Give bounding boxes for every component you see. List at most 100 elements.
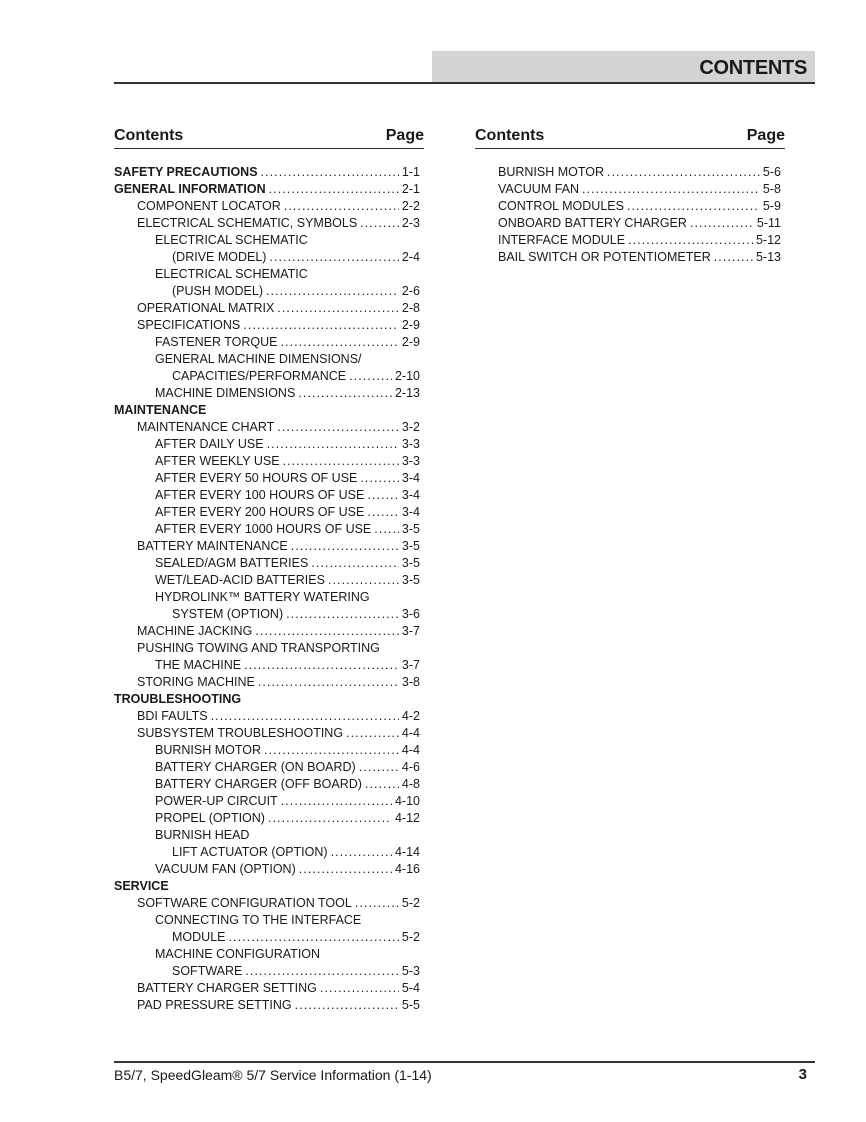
toc-entry-title: POWER-UP CIRCUIT: [155, 794, 278, 808]
toc-entry[interactable]: ELECTRICAL SCHEMATIC: [114, 232, 424, 249]
toc-entry[interactable]: AFTER EVERY 1000 HOURS OF USE 3-5: [114, 521, 424, 538]
toc-entry-title: MACHINE CONFIGURATION: [155, 947, 321, 961]
toc-entry[interactable]: INTERFACE MODULE 5-12: [475, 232, 785, 249]
toc-entry[interactable]: AFTER EVERY 200 HOURS OF USE 3-4: [114, 504, 424, 521]
toc-entries: SAFETY PRECAUTIONS 1-1 GENERAL INFORMATION…: [114, 164, 424, 1014]
toc-entry[interactable]: LIFT ACTUATOR (OPTION) 4-14: [114, 844, 424, 861]
toc-entry[interactable]: GENERAL MACHINE DIMENSIONS/: [114, 351, 424, 368]
toc-entry-title: AFTER EVERY 50 HOURS OF USE: [155, 471, 358, 485]
toc-entry[interactable]: MODULE 5-2: [114, 929, 424, 946]
toc-entry[interactable]: BATTERY CHARGER (ON BOARD) 4-6: [114, 759, 424, 776]
toc-entry[interactable]: BURNISH HEAD: [114, 827, 424, 844]
toc-entry-page: 3-8: [401, 675, 420, 689]
toc-entry[interactable]: WET/LEAD-ACID BATTERIES 3-5: [114, 572, 424, 589]
toc-entry[interactable]: ELECTRICAL SCHEMATIC, SYMBOLS 2-3: [114, 215, 424, 232]
toc-entry[interactable]: BATTERY CHARGER (OFF BOARD) 4-8: [114, 776, 424, 793]
toc-entry[interactable]: CONNECTING TO THE INTERFACE: [114, 912, 424, 929]
dot-leader: [283, 453, 399, 470]
toc-entry[interactable]: ELECTRICAL SCHEMATIC: [114, 266, 424, 283]
toc-entry-page: 4-12: [394, 811, 420, 825]
toc-entry-page: 4-16: [394, 862, 420, 876]
toc-entry[interactable]: AFTER EVERY 100 HOURS OF USE 3-4: [114, 487, 424, 504]
toc-entry[interactable]: BATTERY MAINTENANCE 3-5: [114, 538, 424, 555]
dot-leader: [255, 623, 399, 640]
toc-entry[interactable]: BURNISH MOTOR 5-6: [475, 164, 785, 181]
dot-leader: [228, 929, 398, 946]
toc-entry[interactable]: AFTER DAILY USE 3-3: [114, 436, 424, 453]
toc-entry[interactable]: (DRIVE MODEL) 2-4: [114, 249, 424, 266]
toc-entry[interactable]: SYSTEM (OPTION) 3-6: [114, 606, 424, 623]
toc-entry[interactable]: SAFETY PRECAUTIONS 1-1: [114, 164, 424, 181]
toc-entry-page: 2-4: [401, 250, 420, 264]
toc-entry[interactable]: AFTER WEEKLY USE 3-3: [114, 453, 424, 470]
toc-entry-title: SUBSYSTEM TROUBLESHOOTING: [137, 726, 344, 740]
toc-entry[interactable]: AFTER EVERY 50 HOURS OF USE 3-4: [114, 470, 424, 487]
toc-entry[interactable]: ONBOARD BATTERY CHARGER 5-11: [475, 215, 785, 232]
toc-entry[interactable]: GENERAL INFORMATION 2-1: [114, 181, 424, 198]
toc-entry-title: WET/LEAD-ACID BATTERIES: [155, 573, 325, 587]
toc-entry[interactable]: MACHINE DIMENSIONS 2-13: [114, 385, 424, 402]
toc-entry[interactable]: SPECIFICATIONS 2-9: [114, 317, 424, 334]
toc-entry-title: COMPONENT LOCATOR: [137, 199, 281, 213]
dot-leader: [346, 725, 399, 742]
toc-entry[interactable]: BURNISH MOTOR 4-4: [114, 742, 424, 759]
toc-entry-page: 3-4: [401, 471, 420, 485]
toc-entry[interactable]: OPERATIONAL MATRIX 2-8: [114, 300, 424, 317]
dot-leader: [582, 181, 760, 198]
toc-entry-page: 2-1: [401, 182, 420, 196]
dot-leader: [328, 572, 399, 589]
toc-entry[interactable]: SOFTWARE CONFIGURATION TOOL 5-2: [114, 895, 424, 912]
toc-entry[interactable]: MACHINE JACKING 3-7: [114, 623, 424, 640]
dot-leader: [331, 844, 392, 861]
toc-entry[interactable]: BAIL SWITCH OR POTENTIOMETER 5-13: [475, 249, 785, 266]
dot-leader: [374, 521, 399, 538]
toc-entry-page: 5-2: [401, 896, 420, 910]
toc-entry-title: AFTER EVERY 100 HOURS OF USE: [155, 488, 365, 502]
toc-entry-title: MODULE: [172, 930, 226, 944]
toc-entry-title: BAIL SWITCH OR POTENTIOMETER: [498, 250, 711, 264]
toc-entry-title: AFTER EVERY 200 HOURS OF USE: [155, 505, 365, 519]
toc-entry[interactable]: (PUSH MODEL) 2-6: [114, 283, 424, 300]
toc-entry-title: AFTER WEEKLY USE: [155, 454, 280, 468]
toc-entry[interactable]: HYDROLINK™ BATTERY WATERING: [114, 589, 424, 606]
toc-entry[interactable]: SOFTWARE 5-3: [114, 963, 424, 980]
toc-entry-page: 5-12: [755, 233, 781, 247]
toc-entry-title: VACUUM FAN: [498, 182, 580, 196]
dot-leader: [295, 997, 399, 1014]
toc-entry[interactable]: STORING MACHINE 3-8: [114, 674, 424, 691]
toc-entry-page: 3-5: [401, 573, 420, 587]
toc-entry[interactable]: PROPEL (OPTION) 4-12: [114, 810, 424, 827]
toc-entry[interactable]: FASTENER TORQUE 2-9: [114, 334, 424, 351]
toc-entry-title: THE MACHINE: [155, 658, 242, 672]
toc-entry[interactable]: BATTERY CHARGER SETTING 5-4: [114, 980, 424, 997]
toc-entry-page: 1-1: [401, 165, 420, 179]
toc-entry[interactable]: SEALED/AGM BATTERIES 3-5: [114, 555, 424, 572]
toc-entry[interactable]: PUSHING TOWING AND TRANSPORTING: [114, 640, 424, 657]
toc-entry[interactable]: CAPACITIES/PERFORMANCE 2-10: [114, 368, 424, 385]
toc-entry[interactable]: MACHINE CONFIGURATION: [114, 946, 424, 963]
dot-leader: [299, 861, 392, 878]
toc-entry[interactable]: BDI FAULTS 4-2: [114, 708, 424, 725]
toc-entry[interactable]: TROUBLESHOOTING: [114, 691, 424, 708]
dot-leader: [245, 963, 399, 980]
toc-entry[interactable]: MAINTENANCE: [114, 402, 424, 419]
toc-entry-page: 2-3: [401, 216, 420, 230]
toc-entry-title: ELECTRICAL SCHEMATIC: [155, 233, 308, 247]
toc-entry[interactable]: MAINTENANCE CHART 3-2: [114, 419, 424, 436]
toc-entry-title: PAD PRESSURE SETTING: [137, 998, 292, 1012]
toc-entry[interactable]: PAD PRESSURE SETTING 5-5: [114, 997, 424, 1014]
toc-entry[interactable]: VACUUM FAN (OPTION) 4-16: [114, 861, 424, 878]
toc-entry-page: 3-6: [401, 607, 420, 621]
toc-entry[interactable]: SERVICE: [114, 878, 424, 895]
dot-leader: [211, 708, 399, 725]
toc-entry-page: 4-4: [401, 743, 420, 757]
toc-entry-title: MACHINE DIMENSIONS: [155, 386, 296, 400]
toc-entry-page: 3-7: [401, 624, 420, 638]
toc-entry[interactable]: POWER-UP CIRCUIT 4-10: [114, 793, 424, 810]
toc-entry[interactable]: SUBSYSTEM TROUBLESHOOTING 4-4: [114, 725, 424, 742]
toc-entry-page: 3-7: [401, 658, 420, 672]
toc-entry[interactable]: COMPONENT LOCATOR 2-2: [114, 198, 424, 215]
toc-entry[interactable]: CONTROL MODULES 5-9: [475, 198, 785, 215]
toc-entry[interactable]: THE MACHINE 3-7: [114, 657, 424, 674]
toc-entry[interactable]: VACUUM FAN 5-8: [475, 181, 785, 198]
